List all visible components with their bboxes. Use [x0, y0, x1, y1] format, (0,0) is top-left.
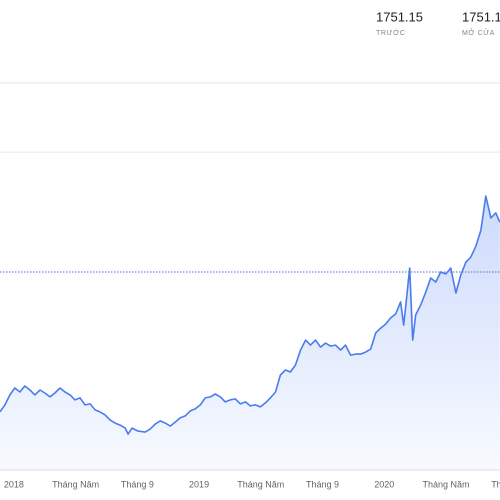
- x-tick-label: Tháng Năm: [52, 479, 99, 489]
- area: [0, 196, 500, 470]
- x-tick-label: 2019: [189, 479, 209, 489]
- stat-value: 1751.1: [462, 9, 500, 24]
- x-tick-label: 2020: [374, 479, 394, 489]
- x-tick-label: Tháng Năm: [422, 479, 469, 489]
- stat-label: TRƯỚC: [376, 28, 405, 37]
- x-tick-label: Tháng 9: [491, 479, 500, 489]
- stat-label: MỞ CỬA: [462, 28, 495, 37]
- x-tick-label: Tháng Năm: [237, 479, 284, 489]
- stat-value: 1751.15: [376, 9, 423, 24]
- x-tick-label: 2018: [4, 479, 24, 489]
- price-line: [0, 195, 500, 435]
- x-tick-label: Tháng 9: [306, 479, 339, 489]
- x-tick-label: Tháng 9: [121, 479, 154, 489]
